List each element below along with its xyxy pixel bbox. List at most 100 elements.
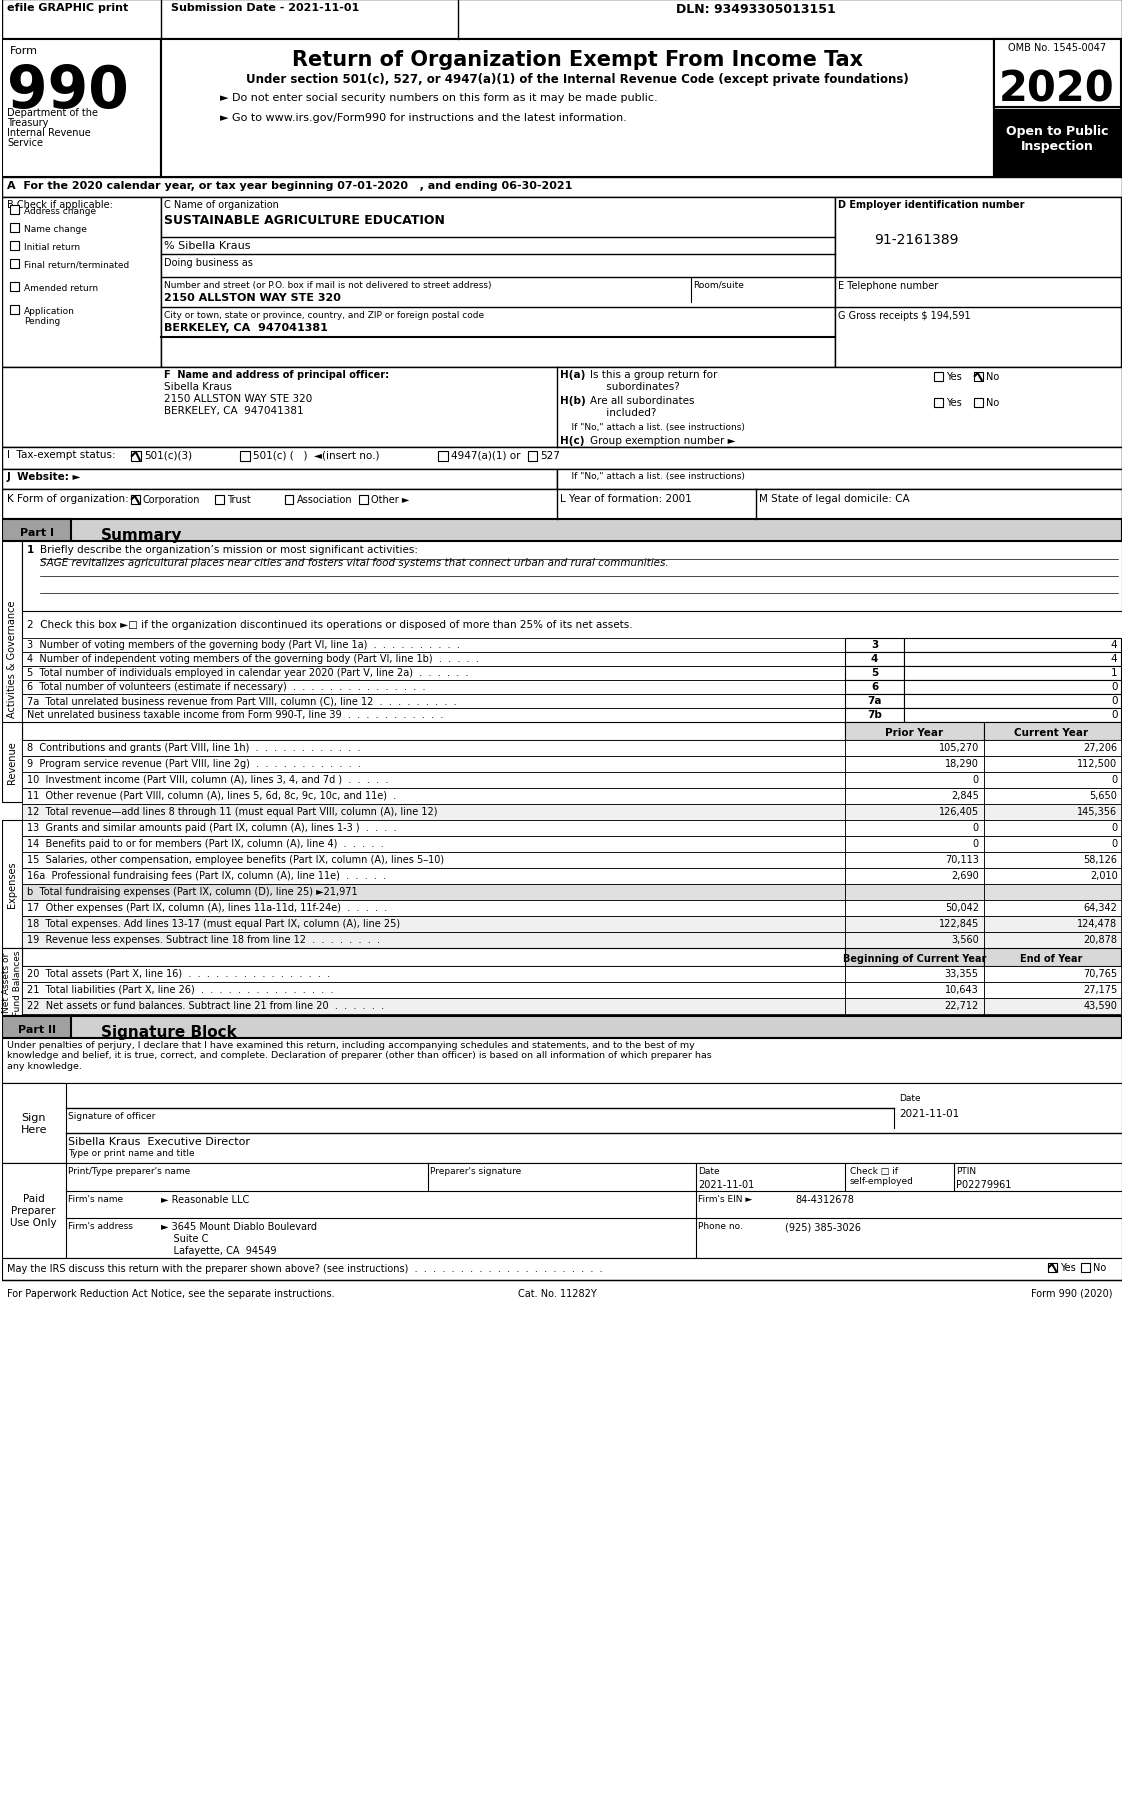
Bar	[2, 520, 71, 542]
Bar	[2, 1016, 1121, 1039]
Text: 84-4312678: 84-4312678	[795, 1194, 855, 1203]
Text: 3,560: 3,560	[951, 934, 979, 945]
Bar	[844, 741, 983, 757]
Text: 7b: 7b	[867, 710, 882, 719]
Bar	[983, 804, 1121, 820]
Text: 124,478: 124,478	[1077, 918, 1118, 929]
Bar	[983, 932, 1121, 949]
Text: Preparer's signature: Preparer's signature	[430, 1166, 522, 1175]
Text: efile GRAPHIC print: efile GRAPHIC print	[7, 4, 129, 13]
Bar	[10, 260, 19, 269]
Text: 2150 ALLSTON WAY STE 320: 2150 ALLSTON WAY STE 320	[164, 394, 312, 403]
Text: Doing business as: Doing business as	[164, 258, 253, 267]
Bar	[21, 788, 844, 804]
Bar	[240, 452, 250, 463]
Text: K Form of organization:: K Form of organization:	[7, 493, 129, 504]
Text: Submission Date - 2021-11-01: Submission Date - 2021-11-01	[170, 4, 359, 13]
Text: A  For the 2020 calendar year, or tax year beginning 07-01-2020   , and ending 0: A For the 2020 calendar year, or tax yea…	[7, 181, 572, 192]
Text: Date: Date	[698, 1166, 719, 1175]
Bar	[21, 773, 844, 788]
Bar	[10, 284, 19, 293]
Bar	[216, 495, 224, 504]
Text: 10  Investment income (Part VIII, column (A), lines 3, 4, and 7d )  .  .  .  .  : 10 Investment income (Part VIII, column …	[27, 775, 388, 784]
Bar	[844, 667, 904, 681]
Text: If "No," attach a list. (see instructions): If "No," attach a list. (see instruction…	[560, 472, 745, 481]
Text: 2020: 2020	[999, 69, 1115, 110]
Text: 2021-11-01: 2021-11-01	[698, 1180, 754, 1189]
Text: 4: 4	[870, 654, 878, 663]
Text: P02279961: P02279961	[956, 1180, 1012, 1189]
Text: 19  Revenue less expenses. Subtract line 18 from line 12  .  .  .  .  .  .  .  .: 19 Revenue less expenses. Subtract line …	[27, 934, 379, 945]
Bar	[558, 470, 1121, 490]
Text: Firm's name: Firm's name	[69, 1194, 123, 1203]
Bar	[2, 1084, 1121, 1164]
Bar	[21, 804, 844, 820]
Bar	[904, 694, 1121, 708]
Bar	[994, 40, 1121, 108]
Bar	[983, 900, 1121, 916]
Text: 0: 0	[1111, 775, 1118, 784]
Bar	[2, 520, 1121, 542]
Text: 50,042: 50,042	[945, 902, 979, 913]
Text: 0: 0	[1111, 681, 1118, 692]
Bar	[844, 967, 983, 983]
Bar	[21, 652, 844, 667]
Text: 3: 3	[870, 640, 878, 651]
Bar	[983, 999, 1121, 1014]
Text: Is this a group return for: Is this a group return for	[590, 370, 717, 379]
Text: 0: 0	[1111, 838, 1118, 849]
Text: 4  Number of independent voting members of the governing body (Part VI, line 1b): 4 Number of independent voting members o…	[27, 654, 479, 663]
Text: 7a  Total unrelated business revenue from Part VIII, column (C), line 12  .  .  : 7a Total unrelated business revenue from…	[27, 696, 456, 705]
Text: M State of legal domicile: CA: M State of legal domicile: CA	[759, 493, 909, 504]
Bar	[983, 723, 1121, 741]
Text: No: No	[986, 398, 999, 408]
Bar	[2, 949, 21, 1016]
Text: No: No	[986, 372, 999, 381]
Text: Open to Public
Inspection: Open to Public Inspection	[1006, 125, 1109, 154]
Text: 3  Number of voting members of the governing body (Part VI, line 1a)  .  .  .  .: 3 Number of voting members of the govern…	[27, 640, 460, 651]
Bar	[2, 470, 558, 490]
Text: Prior Year: Prior Year	[885, 728, 944, 737]
Text: SUSTAINABLE AGRICULTURE EDUCATION: SUSTAINABLE AGRICULTURE EDUCATION	[164, 213, 445, 228]
Text: Trust: Trust	[227, 495, 251, 504]
Text: End of Year: End of Year	[1019, 954, 1083, 963]
Text: Final return/terminated: Final return/terminated	[24, 260, 129, 269]
Text: 43,590: 43,590	[1084, 1001, 1118, 1010]
Bar	[904, 708, 1121, 723]
Text: 0: 0	[972, 838, 979, 849]
Bar	[844, 708, 904, 723]
Text: F  Name and address of principal officer:: F Name and address of principal officer:	[164, 370, 388, 379]
Bar	[2, 490, 1121, 520]
Bar	[21, 542, 1121, 611]
Text: Lafayette, CA  94549: Lafayette, CA 94549	[160, 1245, 277, 1256]
Text: 2  Check this box ►□ if the organization discontinued its operations or disposed: 2 Check this box ►□ if the organization …	[27, 620, 632, 629]
Bar	[2, 820, 21, 949]
Text: BERKELEY, CA  947041381: BERKELEY, CA 947041381	[164, 323, 327, 332]
Bar	[131, 495, 140, 504]
Bar	[2, 177, 1121, 199]
Bar	[983, 949, 1121, 967]
Text: ► 3645 Mount Diablo Boulevard: ► 3645 Mount Diablo Boulevard	[160, 1222, 316, 1231]
Bar	[160, 199, 835, 369]
Text: Firm's EIN ►: Firm's EIN ►	[698, 1194, 752, 1203]
Bar	[983, 837, 1121, 853]
Bar	[2, 40, 1121, 177]
Text: B Check if applicable:: B Check if applicable:	[7, 201, 113, 210]
Bar	[844, 681, 904, 694]
Text: subordinates?: subordinates?	[590, 381, 680, 392]
Bar	[844, 949, 983, 967]
Text: Internal Revenue: Internal Revenue	[7, 128, 90, 137]
Text: 6  Total number of volunteers (estimate if necessary)  .  .  .  .  .  .  .  .  .: 6 Total number of volunteers (estimate i…	[27, 681, 426, 692]
Text: D Employer identification number: D Employer identification number	[838, 201, 1024, 210]
Bar	[21, 967, 844, 983]
Bar	[527, 452, 537, 463]
Bar	[983, 788, 1121, 804]
Text: Net unrelated business taxable income from Form 990-T, line 39  .  .  .  .  .  .: Net unrelated business taxable income fr…	[27, 710, 443, 719]
Bar	[2, 369, 1121, 448]
Bar	[934, 372, 943, 381]
Bar	[934, 399, 943, 408]
Bar	[844, 788, 983, 804]
Text: 58,126: 58,126	[1084, 855, 1118, 864]
Text: Part II: Part II	[18, 1025, 55, 1034]
Bar	[21, 694, 844, 708]
